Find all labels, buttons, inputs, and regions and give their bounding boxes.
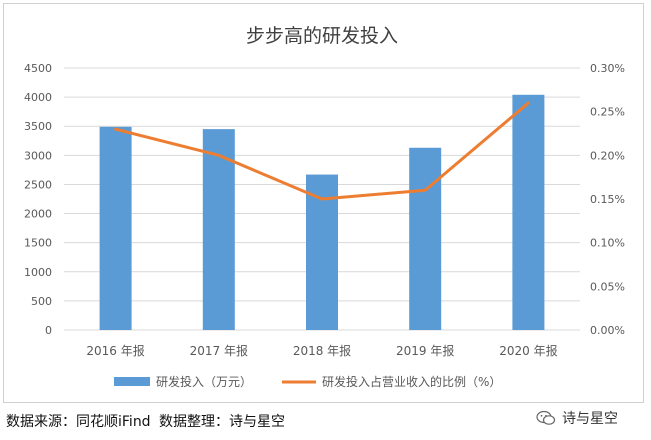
y-left-tick-label: 3000 xyxy=(24,149,52,162)
footer-source-line: 数据来源：同花顺iFind 数据整理：诗与星空 xyxy=(6,411,289,431)
legend-label-bar: 研发投入（万元） xyxy=(156,374,252,389)
y-left-tick-label: 1500 xyxy=(24,237,52,250)
y-left-tick-label: 0 xyxy=(45,324,52,337)
y-left-tick-label: 2000 xyxy=(24,208,52,221)
y-right-tick-label: 0.10% xyxy=(590,237,625,250)
y-right-tick-label: 0.05% xyxy=(590,280,625,293)
y-left-tick-label: 2500 xyxy=(24,178,52,191)
bar-rd-investment xyxy=(99,126,132,330)
data-source-text: 数据来源：同花顺iFind xyxy=(6,414,151,430)
y-right-tick-label: 0.00% xyxy=(590,324,625,337)
watermark-text: 诗与星空 xyxy=(562,411,618,427)
chart-area: 步步高的研发投入 0 500 1000 1500 2000 2500 3000 3500 4000… xyxy=(24,25,625,389)
y-right-tick-label: 0.15% xyxy=(590,193,625,206)
x-tick-label: 2020 年报 xyxy=(499,343,557,358)
y-left-tick-label: 3500 xyxy=(24,120,52,133)
y-left-tick-label: 500 xyxy=(31,295,52,308)
y-left-tick-label: 4000 xyxy=(24,91,52,104)
bar-rd-investment xyxy=(512,94,545,330)
legend-swatch-bar xyxy=(114,377,150,386)
wechat-icon xyxy=(536,410,556,425)
x-tick-label: 2017 年报 xyxy=(190,343,248,358)
x-tick-label: 2019 年报 xyxy=(396,343,454,358)
y-left-tick-label: 4500 xyxy=(24,62,52,75)
data-organizer-text: 数据整理：诗与星空 xyxy=(159,414,286,430)
y-right-tick-label: 0.30% xyxy=(590,62,625,75)
bar-rd-investment xyxy=(202,129,235,330)
chart-title: 步步高的研发投入 xyxy=(246,25,398,47)
y-right-tick-label: 0.25% xyxy=(590,106,625,119)
y-left-tick-label: 1000 xyxy=(24,266,52,279)
y-right-tick-label: 0.20% xyxy=(590,149,625,162)
x-tick-label: 2018 年报 xyxy=(293,343,351,358)
bar-rd-investment xyxy=(409,147,442,330)
x-tick-label: 2016 年报 xyxy=(86,343,144,358)
legend-label-line: 研发投入占营业收入的比例（%） xyxy=(322,374,501,389)
wechat-watermark: 诗与星空 xyxy=(536,408,618,428)
